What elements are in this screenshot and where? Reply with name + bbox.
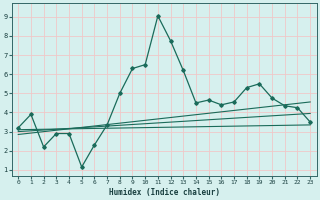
X-axis label: Humidex (Indice chaleur): Humidex (Indice chaleur) — [109, 188, 220, 197]
